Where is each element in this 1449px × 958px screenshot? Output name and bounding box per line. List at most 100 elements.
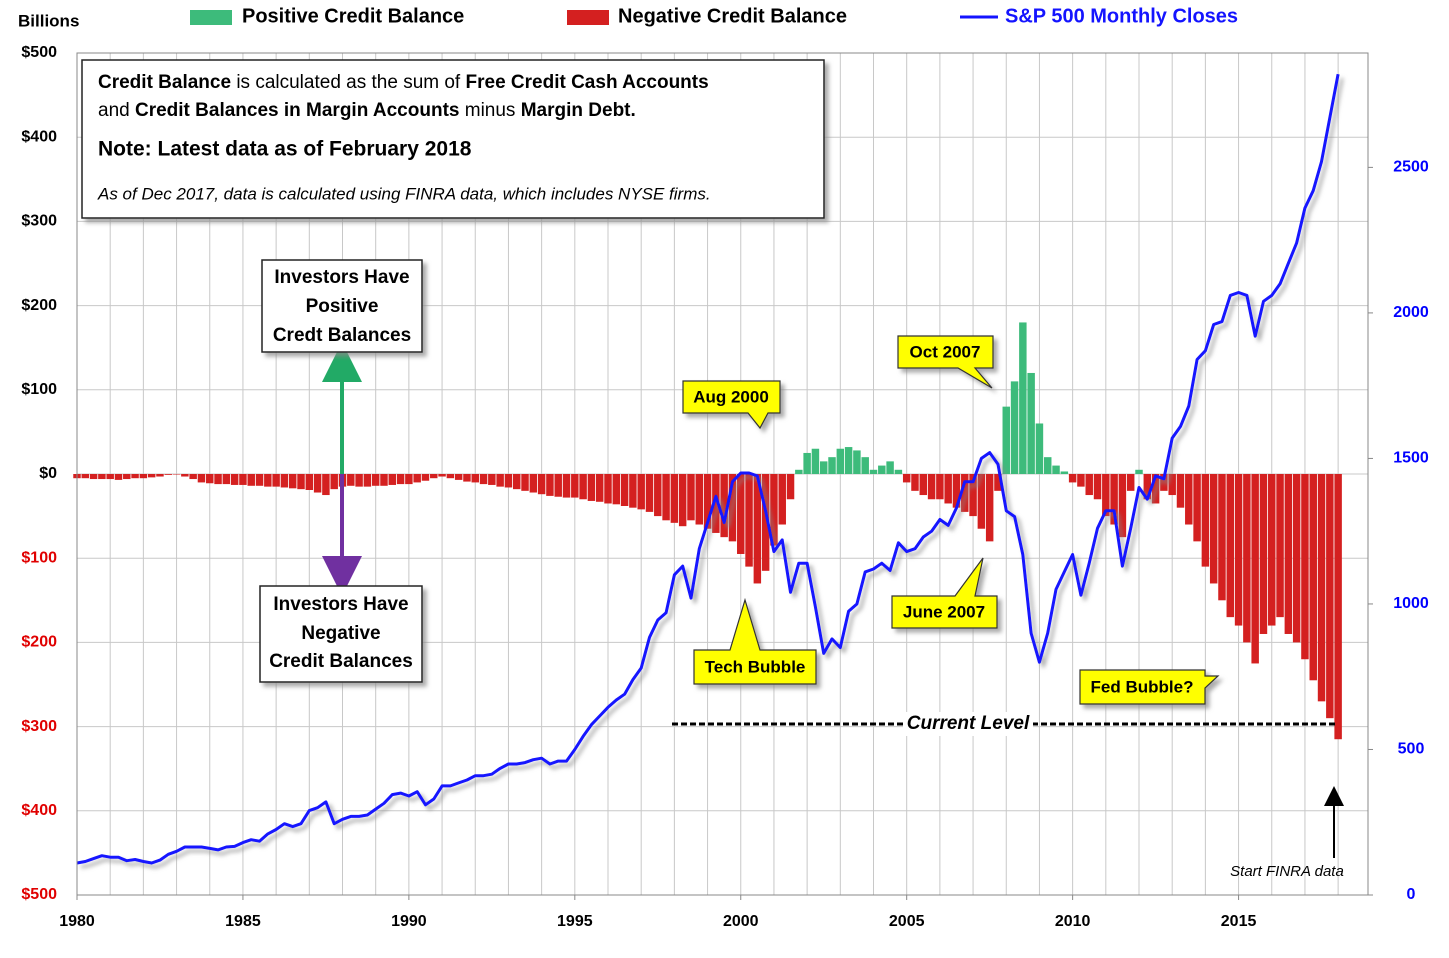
bar (604, 474, 612, 504)
y2-tick-label: 2500 (1393, 159, 1429, 176)
y-tick-label: $300 (21, 718, 57, 735)
bar (670, 474, 679, 523)
bar (322, 474, 330, 496)
bar (421, 474, 430, 481)
negative-box (259, 585, 423, 683)
legend-label: Negative Credit Balance (618, 5, 847, 27)
legend-swatch (567, 10, 609, 25)
bar (1126, 474, 1135, 491)
bar (413, 474, 421, 483)
bar (1326, 474, 1334, 719)
bar (1044, 457, 1052, 474)
bar (123, 474, 131, 480)
bar (853, 450, 861, 474)
bar (454, 474, 463, 480)
bar (164, 474, 172, 475)
bar (81, 474, 90, 479)
bar (844, 447, 853, 474)
definition-text: Credit Balances in Margin Accounts (135, 100, 459, 121)
y-axis-label: Billions (18, 11, 79, 30)
bar (513, 474, 521, 490)
bar (969, 474, 977, 517)
bar (1201, 474, 1210, 567)
bar (1268, 474, 1276, 626)
bar (471, 474, 479, 483)
bar (438, 474, 446, 477)
bar (272, 474, 280, 487)
bar (1334, 474, 1342, 740)
bar (645, 474, 654, 512)
bar (902, 474, 911, 483)
bar (380, 474, 388, 486)
bar (977, 474, 986, 529)
bar (562, 474, 571, 498)
bar (911, 474, 919, 491)
definition-text: Free Credit Cash Accounts (466, 72, 709, 93)
bar (745, 474, 753, 567)
bar (753, 474, 762, 584)
x-tick-label: 1990 (391, 913, 427, 930)
bar (878, 465, 886, 474)
bar (720, 474, 728, 538)
bar (629, 474, 637, 508)
line (76, 73, 1340, 865)
bar (1060, 471, 1069, 474)
bar (1259, 474, 1268, 634)
bar (571, 474, 579, 498)
negative-box-text: Negative (301, 623, 380, 644)
y2-tick-label: 0 (1407, 886, 1416, 903)
bar (952, 474, 961, 508)
legend-label: S&P 500 Monthly Closes (1005, 5, 1238, 27)
bar (355, 474, 363, 487)
lines (76, 73, 1340, 865)
y-tick-label: $100 (21, 549, 57, 566)
bar (994, 474, 1002, 491)
bar (828, 457, 836, 474)
bar (139, 474, 148, 479)
bar (496, 474, 504, 487)
x-tick-label: 1980 (59, 913, 95, 930)
positive-box-text: Investors Have (274, 267, 409, 288)
negative-box-text: Credit Balances (269, 651, 413, 672)
bar (1168, 474, 1176, 496)
y-tick-label: $500 (21, 44, 57, 61)
bar (181, 474, 189, 477)
bar (89, 474, 98, 480)
definition-text: and (98, 100, 135, 121)
y-tick-label: $500 (21, 886, 57, 903)
bar (230, 474, 239, 485)
bar (1118, 474, 1127, 538)
bar (463, 474, 471, 482)
bar (446, 474, 455, 479)
bar (98, 474, 106, 480)
bar (363, 474, 372, 487)
bar (836, 448, 845, 474)
bar (803, 452, 811, 474)
bar (288, 474, 297, 489)
bar (1019, 322, 1027, 474)
bar (1010, 381, 1019, 474)
bar (944, 474, 952, 504)
bar (1143, 474, 1152, 500)
y-tick-label: $300 (21, 213, 57, 230)
y2-tick-label: 500 (1398, 741, 1425, 758)
bar (546, 474, 554, 496)
bar (1002, 406, 1010, 474)
y-tick-label: $400 (21, 802, 57, 819)
bar (1185, 474, 1193, 525)
bar (347, 474, 355, 486)
y-tick-label: $0 (39, 465, 57, 482)
definition-text: is calculated as the sum of (231, 72, 465, 93)
y-tick-label: $200 (21, 634, 57, 651)
y2-tick-label: 1500 (1393, 450, 1429, 467)
bar (247, 474, 255, 486)
callout-shape (897, 335, 994, 389)
definition-line: Credit Balance is calculated as the sum … (98, 72, 709, 93)
bar (1309, 474, 1317, 681)
callout-shape (682, 380, 781, 430)
bar (786, 474, 795, 500)
bar (869, 469, 878, 474)
bar (388, 474, 397, 485)
bar (537, 474, 546, 495)
bar (1317, 474, 1326, 702)
